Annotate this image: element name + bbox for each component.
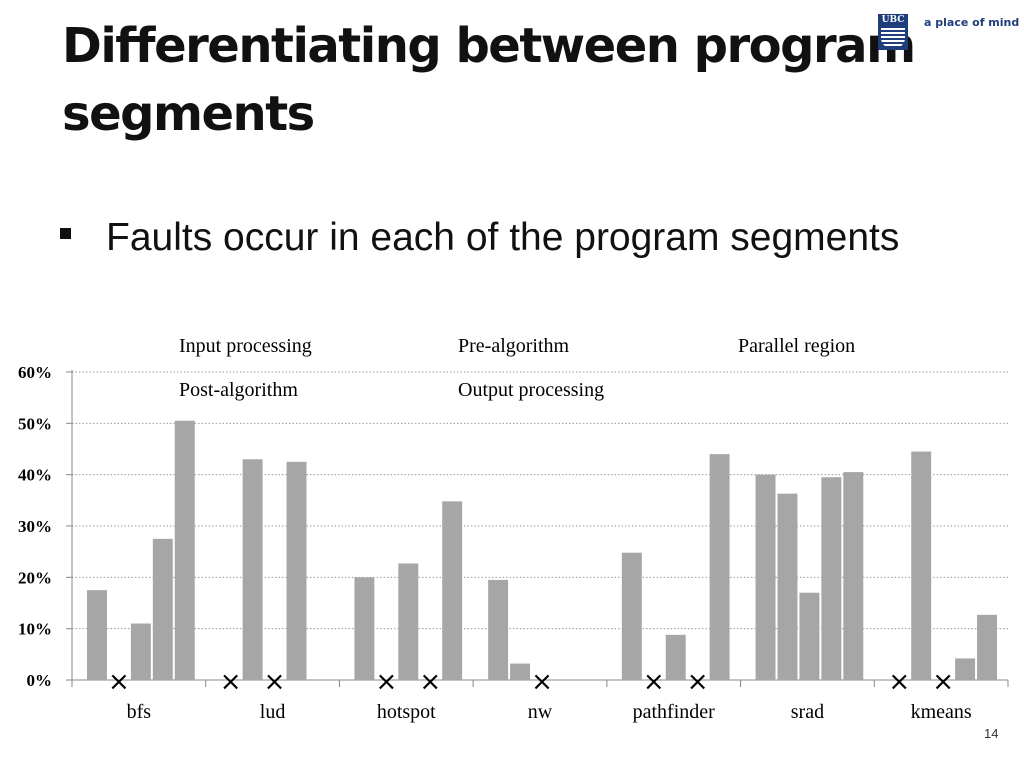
- x-tick-label: bfs: [127, 701, 152, 723]
- zero-marker: ×: [932, 667, 954, 697]
- bar-kmeans-3: [955, 658, 976, 680]
- y-tick-label: 0%: [27, 671, 53, 690]
- legend-input-processing: Input processing: [179, 335, 312, 357]
- bar-hotspot-2: [398, 563, 419, 680]
- zero-marker: ×: [220, 667, 242, 697]
- bar-hotspot-0: [354, 577, 375, 680]
- y-tick-label: 40%: [18, 466, 52, 485]
- x-tick-label: srad: [791, 701, 824, 723]
- bar-srad-0: [755, 474, 776, 680]
- zero-marker: ×: [264, 667, 286, 697]
- zero-marker: ×: [687, 667, 709, 697]
- legend-pre-algorithm: Pre-algorithm: [458, 335, 570, 357]
- bar-hotspot-4: [442, 501, 463, 680]
- ubc-crest-icon: UBC: [878, 14, 908, 50]
- x-tick-label: nw: [528, 701, 553, 723]
- zero-marker: ×: [643, 667, 665, 697]
- bar-pathfinder-0: [621, 552, 642, 680]
- legend-parallel-region: Parallel region: [738, 335, 856, 357]
- bullet-text: Faults occur in each of the program segm…: [106, 216, 900, 259]
- bar-lud-1: [242, 459, 263, 680]
- bar-pathfinder-4: [709, 454, 730, 680]
- page-number: 14: [984, 726, 999, 741]
- y-tick-label: 30%: [18, 517, 52, 536]
- ubc-logo: UBC a place of mind: [878, 14, 1020, 54]
- bar-kmeans-4: [977, 614, 997, 680]
- logo-tagline: a place of mind: [924, 16, 1020, 29]
- logo-mark: UBC: [881, 15, 905, 25]
- y-tick-label: 20%: [18, 568, 52, 587]
- y-tick-label: 50%: [18, 414, 52, 433]
- zero-marker: ×: [108, 667, 130, 697]
- bar-bfs-4: [174, 420, 195, 680]
- bar-pathfinder-2: [665, 634, 686, 680]
- bar-lud-3: [286, 461, 307, 680]
- bar-srad-1: [777, 493, 798, 680]
- bar-srad-4: [843, 472, 864, 680]
- x-tick-label: kmeans: [911, 701, 972, 723]
- bar-bfs-2: [130, 623, 151, 680]
- zero-marker: ×: [531, 667, 553, 697]
- bar-kmeans-1: [911, 451, 932, 680]
- bullet-square-icon: [60, 228, 71, 239]
- legend-output-processing: Output processing: [458, 379, 605, 401]
- bar-nw-1: [510, 663, 531, 680]
- zero-marker: ×: [419, 667, 441, 697]
- bar-nw-0: [488, 579, 509, 680]
- zero-marker: ×: [375, 667, 397, 697]
- bar-srad-3: [821, 477, 842, 680]
- x-tick-label: hotspot: [377, 701, 436, 723]
- x-tick-label: lud: [260, 701, 286, 723]
- bar-bfs-3: [152, 538, 173, 680]
- x-tick-label: pathfinder: [633, 701, 716, 723]
- zero-marker: ×: [888, 667, 910, 697]
- bar-srad-2: [799, 592, 820, 680]
- bar-bfs-0: [87, 590, 107, 680]
- legend-post-algorithm: Post-algorithm: [179, 379, 298, 401]
- slide-title: Differentiating between program segments: [62, 18, 916, 142]
- y-tick-label: 60%: [18, 363, 52, 382]
- y-tick-label: 10%: [18, 620, 52, 639]
